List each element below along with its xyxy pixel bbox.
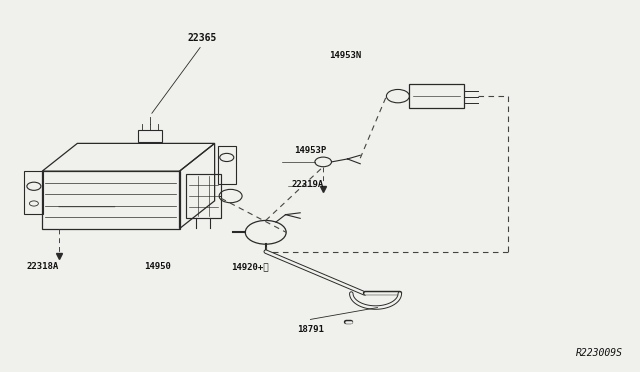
Bar xyxy=(410,84,464,108)
Text: 22319A: 22319A xyxy=(291,180,323,189)
Bar xyxy=(186,174,221,218)
Bar xyxy=(218,146,236,184)
Bar xyxy=(24,171,44,214)
Bar xyxy=(138,131,163,141)
Text: 18791: 18791 xyxy=(297,325,324,334)
Text: 14920+ג: 14920+ג xyxy=(231,262,269,271)
Text: 14950: 14950 xyxy=(144,262,171,271)
Text: 22365: 22365 xyxy=(187,33,216,43)
Bar xyxy=(42,171,179,229)
Text: 14953P: 14953P xyxy=(294,146,326,155)
Text: 14953N: 14953N xyxy=(329,51,362,60)
Text: 22318A: 22318A xyxy=(26,262,58,271)
Text: R223009S: R223009S xyxy=(577,348,623,358)
